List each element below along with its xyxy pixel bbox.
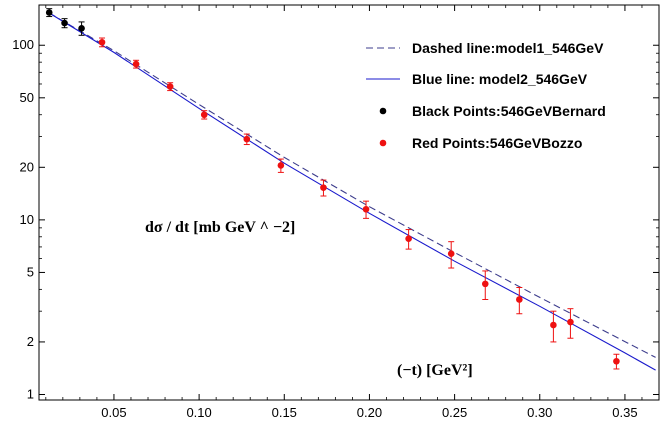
bozzo-point: [200, 111, 208, 119]
legend-label: Dashed line:model1_546GeV: [412, 40, 604, 56]
x-tick-label: 0.30: [527, 405, 552, 420]
x-tick-label: 0.20: [357, 405, 382, 420]
bozzo-point: [98, 38, 106, 46]
bozzo-point: [277, 162, 285, 169]
bozzo-point: [567, 318, 574, 326]
y-axis-label: dσ / dt [mb GeV ^ −2]: [145, 219, 295, 236]
bozzo-point: [550, 321, 557, 329]
x-tick-label: 0.25: [442, 405, 467, 420]
legend: Dashed line:model1_546GeV Blue line: mode…: [366, 40, 606, 151]
bernard-point: [78, 25, 85, 32]
x-tick-label: 0.35: [612, 405, 637, 420]
legend-swatch: [379, 139, 387, 147]
x-axis-label: (−t) [GeV²]: [397, 362, 473, 379]
bernard-point: [45, 9, 53, 16]
bozzo-point: [405, 235, 412, 243]
bozzo-point: [447, 250, 455, 258]
legend-label: Black Points:546GeVBernard: [412, 103, 606, 119]
axis-ticks: 0.05 0.10 0.15 0.20 0.25 0.30 0.35 1 2 5 10 20 50 100: [12, 5, 659, 420]
bozzo-point: [132, 60, 140, 68]
y-tick-label: 1: [27, 386, 34, 401]
x-tick-label: 0.15: [272, 405, 297, 420]
legend-label: Blue line: model2_546GeV: [412, 71, 588, 87]
y-tick-label: 50: [20, 90, 34, 105]
plot-frame: [38, 4, 660, 401]
x-tick-label: 0.05: [101, 405, 126, 420]
y-tick-label: 2: [27, 334, 34, 349]
bozzo-point: [243, 135, 251, 143]
bozzo-point: [481, 280, 489, 288]
y-tick-label: 100: [12, 37, 34, 52]
model-curves: [48, 12, 656, 371]
y-tick-label: 20: [20, 159, 34, 174]
legend-swatch: [379, 107, 387, 115]
bozzo-point: [320, 184, 327, 191]
bozzo-point: [362, 205, 370, 213]
y-tick-label: 5: [27, 264, 34, 279]
model1-dashed-line: [48, 12, 656, 358]
bozzo-point: [516, 296, 523, 303]
bozzo-point: [166, 83, 174, 90]
x-tick-label: 0.10: [186, 405, 211, 420]
model2-blue-line: [48, 12, 656, 371]
bernard-point: [61, 19, 68, 27]
data-points: [45, 8, 620, 370]
y-tick-label: 10: [20, 212, 34, 227]
bozzo-point: [613, 357, 620, 365]
legend-label: Red Points:546GeVBozzo: [412, 135, 582, 151]
